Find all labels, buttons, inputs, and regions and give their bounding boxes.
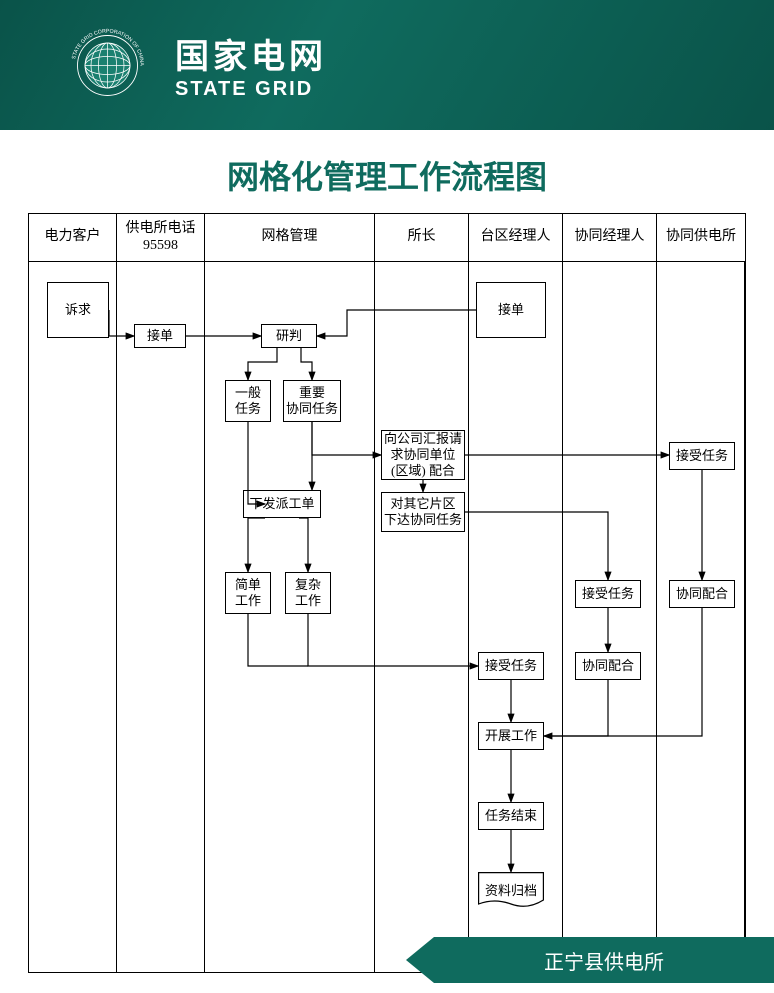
brand-cn: 国家电网 bbox=[175, 29, 327, 78]
flow-node: 接单 bbox=[476, 282, 546, 338]
brand-text: 国家电网 STATE GRID bbox=[175, 29, 327, 101]
flow-node: 下发派工单 bbox=[243, 490, 321, 518]
swimlane-header: 电力客户 bbox=[29, 214, 117, 261]
flow-node: 简单工作 bbox=[225, 572, 271, 614]
swimlane-header: 网格管理 bbox=[205, 214, 375, 261]
page-root: STATE GRID CORPORATION OF CHINA 国家电网 STA… bbox=[0, 0, 774, 993]
page-title: 网格化管理工作流程图 bbox=[227, 159, 547, 195]
flow-node: 复杂工作 bbox=[285, 572, 331, 614]
swimlane-header: 协同经理人 bbox=[563, 214, 657, 261]
swimlane-header: 协同供电所 bbox=[657, 214, 745, 261]
swimlane-header: 台区经理人 bbox=[469, 214, 563, 261]
title-area: 网格化管理工作流程图 bbox=[0, 130, 774, 213]
swimlane bbox=[117, 262, 205, 972]
flow-node: 协同配合 bbox=[575, 652, 641, 680]
swimlane bbox=[29, 262, 117, 972]
flow-node: 接受任务 bbox=[575, 580, 641, 608]
flow-node-document: 资料归档 bbox=[478, 872, 544, 906]
flow-node: 开展工作 bbox=[478, 722, 544, 750]
footer-banner: 正宁县供电所 bbox=[434, 937, 774, 983]
swimlane-body: 诉求接单研判接单一般任务重要协同任务向公司汇报请求协同单位(区域) 配合下发派工… bbox=[29, 262, 745, 972]
flow-node: 接受任务 bbox=[669, 442, 735, 470]
swimlane bbox=[205, 262, 375, 972]
footer-label: 正宁县供电所 bbox=[544, 946, 664, 975]
flow-node: 研判 bbox=[261, 324, 317, 348]
brand-en: STATE GRID bbox=[175, 78, 327, 101]
flow-node: 一般任务 bbox=[225, 380, 271, 422]
swimlane bbox=[657, 262, 745, 972]
flow-node: 诉求 bbox=[47, 282, 109, 338]
flow-node: 协同配合 bbox=[669, 580, 735, 608]
swimlane-header: 供电所电话95598 bbox=[117, 214, 205, 261]
flow-node: 向公司汇报请求协同单位(区域) 配合 bbox=[381, 430, 465, 480]
swimlane bbox=[563, 262, 657, 972]
flow-node: 接受任务 bbox=[478, 652, 544, 680]
logo-container: STATE GRID CORPORATION OF CHINA bbox=[70, 28, 145, 103]
swimlane-headers: 电力客户供电所电话95598网格管理所长台区经理人协同经理人协同供电所 bbox=[29, 214, 745, 262]
header-banner: STATE GRID CORPORATION OF CHINA 国家电网 STA… bbox=[0, 0, 774, 130]
swimlane-header: 所长 bbox=[375, 214, 469, 261]
flow-node: 接单 bbox=[134, 324, 186, 348]
flow-node: 对其它片区下达协同任务 bbox=[381, 492, 465, 532]
flowchart-container: 电力客户供电所电话95598网格管理所长台区经理人协同经理人协同供电所 诉求接单… bbox=[28, 213, 746, 973]
swimlane bbox=[469, 262, 563, 972]
swimlane bbox=[375, 262, 469, 972]
flow-node: 任务结束 bbox=[478, 802, 544, 830]
flow-node: 重要协同任务 bbox=[283, 380, 341, 422]
globe-grid-icon: STATE GRID CORPORATION OF CHINA bbox=[70, 28, 145, 103]
